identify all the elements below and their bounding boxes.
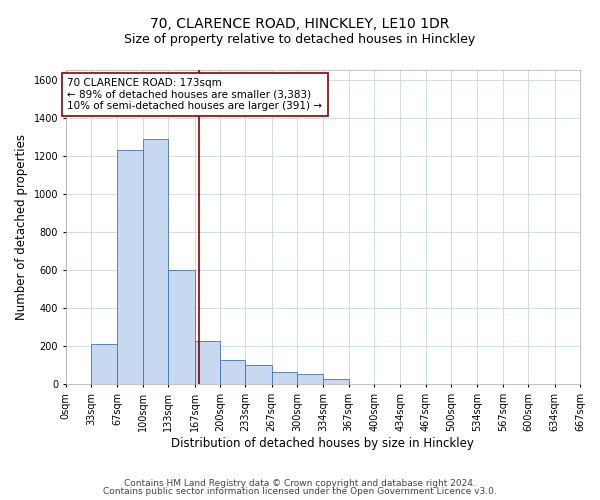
Bar [194,340,220,384]
Text: Contains HM Land Registry data © Crown copyright and database right 2024.: Contains HM Land Registry data © Crown c… [124,478,476,488]
Text: Size of property relative to detached houses in Hinckley: Size of property relative to detached ho… [124,32,476,46]
Bar [272,372,297,384]
Bar [118,150,143,384]
Text: 70, CLARENCE ROAD, HINCKLEY, LE10 1DR: 70, CLARENCE ROAD, HINCKLEY, LE10 1DR [151,18,449,32]
Bar [297,374,323,384]
Bar [323,378,349,384]
X-axis label: Distribution of detached houses by size in Hinckley: Distribution of detached houses by size … [172,437,475,450]
Bar [220,360,245,384]
Text: Contains public sector information licensed under the Open Government Licence v3: Contains public sector information licen… [103,488,497,496]
Text: 70 CLARENCE ROAD: 173sqm
← 89% of detached houses are smaller (3,383)
10% of sem: 70 CLARENCE ROAD: 173sqm ← 89% of detach… [67,78,322,111]
Bar [245,366,272,384]
Y-axis label: Number of detached properties: Number of detached properties [15,134,28,320]
Bar [91,344,118,385]
Bar [169,270,194,384]
Bar [143,138,169,384]
